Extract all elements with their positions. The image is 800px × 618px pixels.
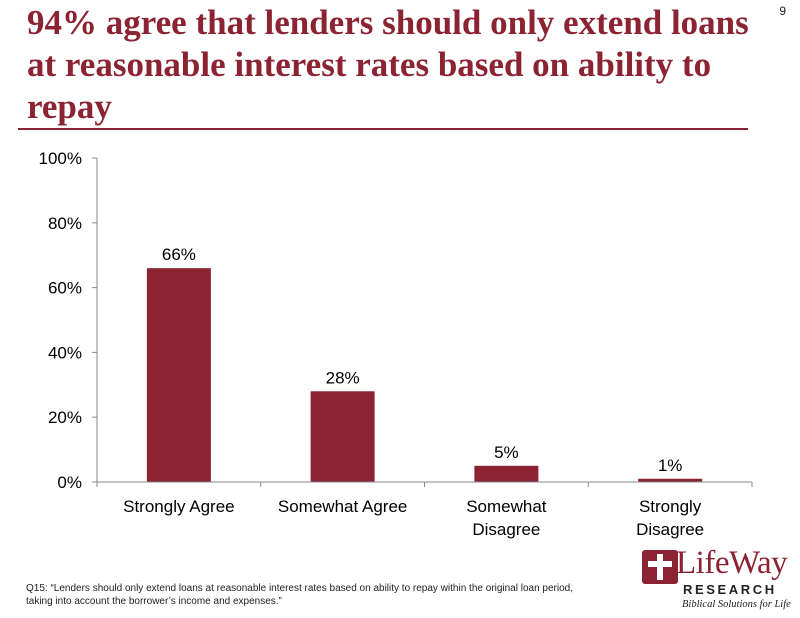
- y-tick-label: 20%: [48, 408, 82, 427]
- y-tick-label: 0%: [57, 473, 82, 492]
- y-tick-label: 40%: [48, 343, 82, 362]
- page-number: 9: [779, 4, 786, 18]
- question-footnote: Q15: “Lenders should only extend loans a…: [26, 582, 573, 608]
- category-label: Disagree: [636, 520, 704, 539]
- x-axis: Strongly Agree Somewhat Agree Somewhat Disa…: [96, 481, 753, 539]
- logo-research: RESEARCH: [683, 582, 777, 597]
- bar: [146, 268, 211, 482]
- data-label: 5%: [494, 443, 519, 462]
- y-tick-label: 60%: [48, 279, 82, 298]
- data-label: 66%: [162, 245, 196, 264]
- category-label: Disagree: [472, 520, 540, 539]
- data-label: 28%: [326, 368, 360, 387]
- category-label: Somewhat: [466, 497, 547, 516]
- y-tick-label: 80%: [48, 214, 82, 233]
- category-label: Somewhat Agree: [278, 497, 407, 516]
- bar: [310, 391, 375, 482]
- footnote-line: Q15: “Lenders should only extend loans a…: [26, 583, 574, 594]
- footnote-line: taking into account the borrower’s incom…: [26, 596, 282, 607]
- cross-icon: [642, 550, 678, 584]
- logo-tagline: Biblical Solutions for Life: [682, 599, 791, 610]
- category-label: Strongly: [639, 497, 702, 516]
- bars: 66% 28% 5% 1%: [146, 245, 703, 482]
- title-underline: [18, 128, 748, 130]
- category-label: Strongly Agree: [123, 497, 235, 516]
- bar: [638, 478, 703, 482]
- bar-chart: 0% 20% 40% 60% 80% 100% 66% 28% 5% 1% Strongly A…: [39, 149, 753, 539]
- lifeway-research-logo: LifeWay RESEARCH Biblical Solutions for …: [640, 545, 800, 613]
- bar: [474, 465, 539, 482]
- y-axis: 0% 20% 40% 60% 80% 100%: [39, 149, 98, 492]
- data-label: 1%: [658, 456, 683, 475]
- logo-wordmark: LifeWay: [676, 545, 788, 581]
- slide-title: 94% agree that lenders should only exten…: [27, 3, 749, 126]
- y-tick-label: 100%: [39, 149, 82, 168]
